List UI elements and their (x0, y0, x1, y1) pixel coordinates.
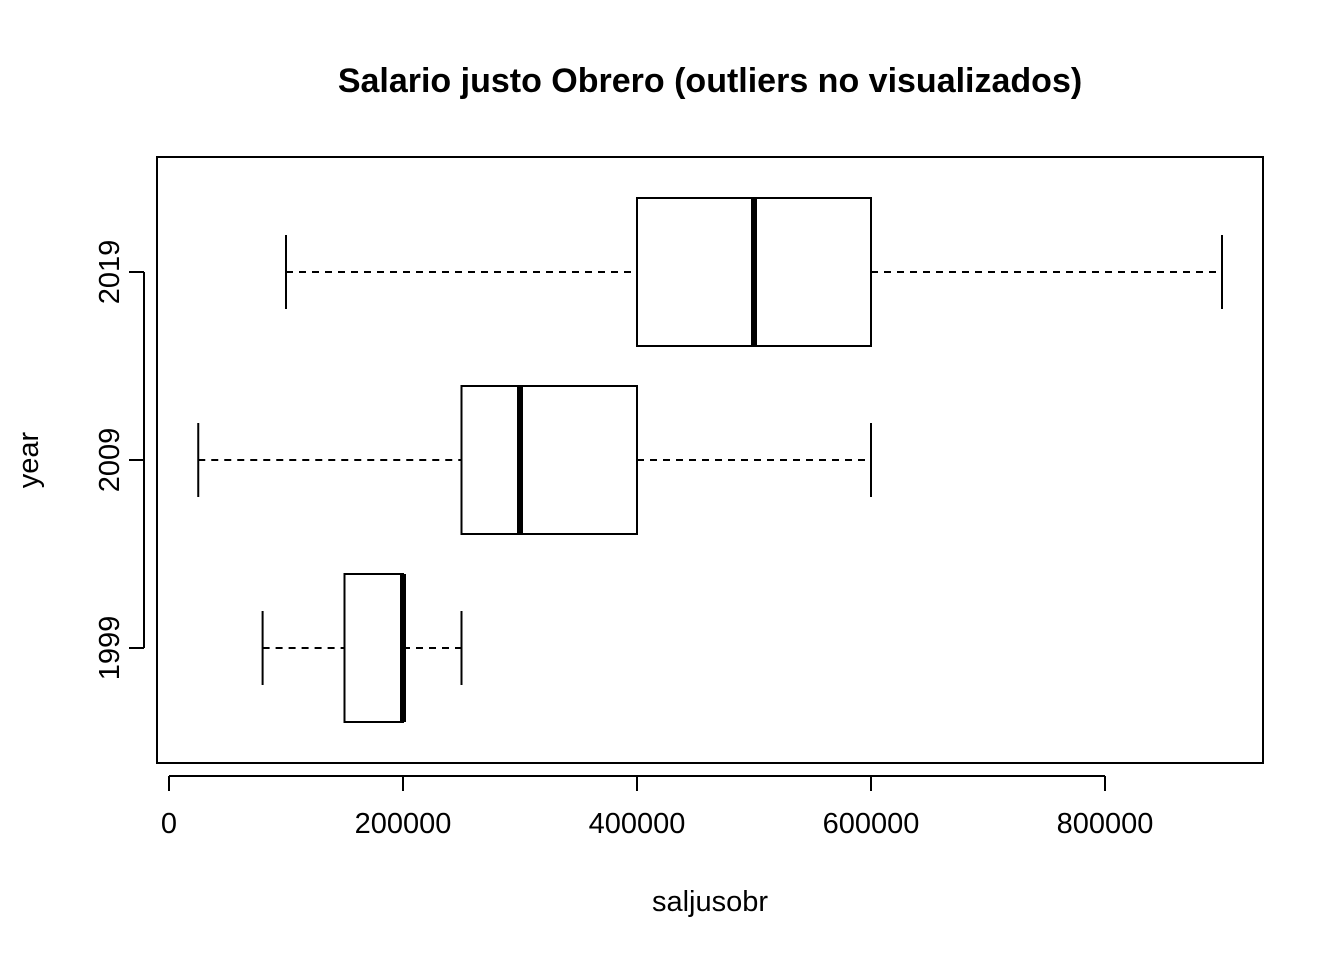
y-axis: 1999 2009 2019 (94, 240, 145, 681)
y-tick-label: 2009 (94, 428, 126, 493)
y-tick-label: 2019 (94, 240, 126, 305)
y-axis-label: year (13, 431, 45, 488)
chart-title: Salario justo Obrero (outliers no visual… (338, 62, 1082, 100)
x-tick-label: 400000 (589, 808, 686, 840)
x-tick-label: 600000 (823, 808, 920, 840)
x-tick-label: 0 (161, 808, 177, 840)
x-axis-label: saljusobr (652, 886, 768, 918)
box-2019 (285, 197, 1223, 347)
box-iqr (343, 573, 404, 723)
box-1999 (261, 573, 463, 723)
boxes (197, 197, 1223, 723)
plot-frame (156, 156, 1264, 764)
x-axis: 0 200000 400000 600000 800000 (161, 775, 1154, 840)
box-2009 (197, 385, 872, 535)
y-tick-label: 1999 (94, 616, 126, 681)
x-tick-label: 200000 (355, 808, 452, 840)
x-tick-label: 800000 (1057, 808, 1154, 840)
box-iqr (460, 385, 638, 535)
